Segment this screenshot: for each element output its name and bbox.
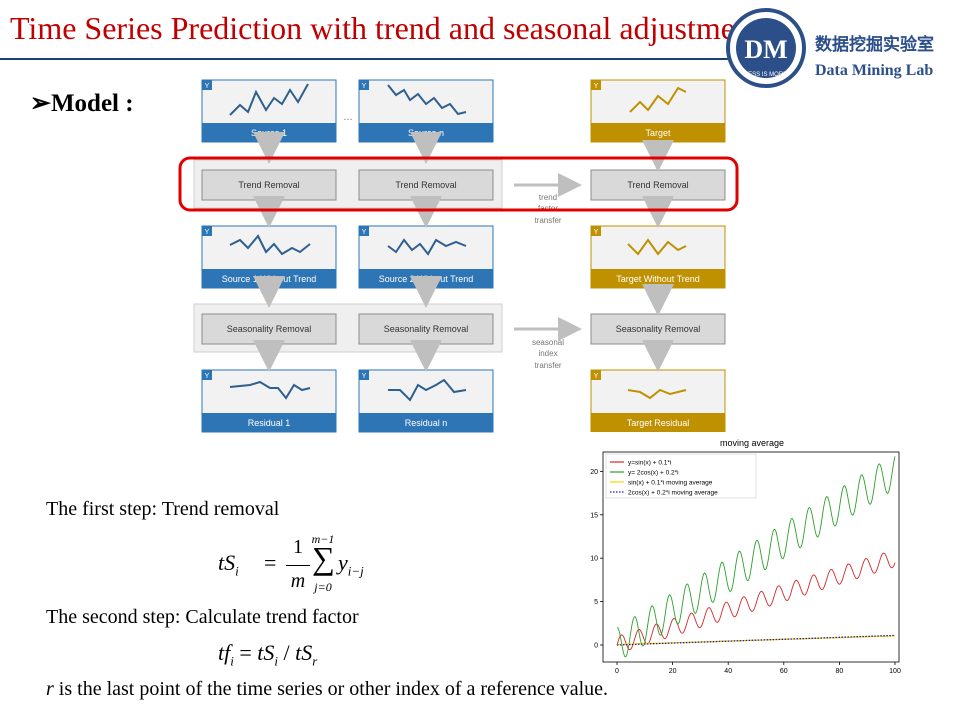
transfer1-line1: trend	[539, 193, 557, 202]
source-1-seasonality-removal	[201, 313, 337, 345]
target-column: Y Target Trend Removal Y Target Without …	[590, 79, 726, 433]
y-tag	[202, 80, 212, 90]
lab-name-chinese: 数据挖掘实验室	[815, 35, 934, 55]
reference-note: r is the last point of the time series o…	[46, 678, 609, 700]
source-1-no-trend-label: Source 1 Without Trend	[222, 274, 317, 284]
svg-text:Y: Y	[205, 229, 210, 236]
legend-box	[605, 453, 757, 499]
svg-text:Y: Y	[205, 373, 210, 380]
source-1-trend-removal	[201, 169, 337, 201]
x-tick-label: 80	[836, 668, 844, 675]
svg-text:Trend Removal: Trend Removal	[627, 180, 688, 190]
trend-removal-highlight	[178, 156, 739, 212]
svg-text:Y: Y	[362, 229, 367, 236]
y-tick-label: 5	[594, 599, 598, 606]
legend-entry: 2cos(x) + 0.2*i moving average	[628, 490, 718, 497]
title-rule	[0, 58, 730, 60]
flow-arrows	[253, 132, 674, 372]
source-1-column: Y Source 1 Trend Removal Y Source 1 With…	[201, 79, 337, 433]
chart-legend: y=sin(x) + 0.1*i y= 2cos(x) + 0.2*i sin(x)…	[605, 453, 757, 499]
y-tick-label: 20	[590, 469, 598, 476]
svg-text:Y: Y	[362, 373, 367, 380]
series-line-1	[616, 552, 896, 651]
svg-text:Y: Y	[594, 83, 599, 90]
y-tag-label: Y	[205, 83, 210, 90]
residual-n-label: Residual n	[405, 418, 448, 428]
x-tick-label: 20	[669, 668, 677, 675]
y-tick-label: 0	[594, 642, 598, 649]
series-line-4	[617, 634, 896, 646]
svg-text:Seasonality Removal: Seasonality Removal	[227, 324, 312, 334]
model-label: Model :	[50, 90, 134, 117]
lab-name-english: Data Mining Lab	[815, 62, 934, 79]
svg-text:Trend Removal: Trend Removal	[395, 180, 456, 190]
transfer2-line3: transfer	[534, 361, 561, 370]
moving-average-formula: tSi = 1 m m−1 ∑ j=0 yi−j	[218, 532, 364, 594]
y-tick-label: 15	[590, 512, 598, 519]
svg-text:Seasonality Removal: Seasonality Removal	[384, 324, 469, 334]
lab-logo: DM LESS IS MORE	[726, 8, 806, 88]
transfer2-line1: seasonal	[532, 338, 564, 347]
x-tick-label: 100	[889, 668, 901, 675]
residual-1-label: Residual 1	[248, 418, 291, 428]
step-one-text: The first step: Trend removal	[46, 498, 280, 520]
series-line-2	[616, 456, 896, 658]
target-no-trend-label: Target Without Trend	[616, 274, 700, 284]
x-tick-label: 60	[780, 668, 788, 675]
svg-text:Y: Y	[594, 373, 599, 380]
arrow-bullet-icon: ➢	[30, 90, 51, 117]
legend-entry: y= 2cos(x) + 0.2*i	[628, 470, 679, 477]
target-residual-label: Target Residual	[627, 418, 690, 428]
source-2-no-trend-label: Source 2 Without Trend	[379, 274, 474, 284]
target-label: Target	[645, 128, 671, 138]
model-diagram: Y Source 1 Trend Removal Y Source 1 With…	[178, 79, 739, 433]
moving-average-chart: moving average 0 20 40 60 80 100 0 5 10 15 20 y=si…	[586, 432, 910, 678]
source-ellipsis: ...	[343, 111, 352, 123]
trend-factor-formula: tfi = tSi / tSr	[218, 640, 318, 669]
source-n-label: Source n	[408, 128, 444, 138]
target-seasonality-removal	[590, 313, 726, 345]
legend-entry: y=sin(x) + 0.1*i	[628, 460, 671, 467]
svg-text:Seasonality Removal: Seasonality Removal	[616, 324, 701, 334]
logo-motto: LESS IS MORE	[745, 72, 787, 78]
source-n-column: Y Source n Trend Removal Y Source 2 With…	[358, 79, 494, 433]
source-1-label: Source 1	[251, 128, 287, 138]
source-1-trend-removal-label: Trend Removal	[238, 180, 299, 190]
source-1-line	[229, 83, 309, 116]
source-n-seasonality-removal	[358, 313, 494, 345]
transfer1-line3: transfer	[534, 216, 561, 225]
source-n-trend-removal	[358, 169, 494, 201]
model-heading: ➢Model :	[30, 88, 134, 118]
legend-entry: sin(x) + 0.1*i moving average	[628, 480, 713, 487]
step-two-text: The second step: Calculate trend factor	[46, 606, 359, 628]
transfer2-line2: index	[538, 349, 557, 358]
x-tick-label: 0	[615, 668, 619, 675]
y-tick-label: 10	[590, 556, 598, 563]
x-tick-label: 40	[724, 668, 732, 675]
svg-text:Y: Y	[594, 229, 599, 236]
chart-title: moving average	[720, 438, 784, 448]
logo-letters: DM	[744, 35, 787, 64]
plot-frame	[602, 451, 900, 663]
slide-title: Time Series Prediction with trend and se…	[10, 10, 760, 46]
svg-text:Y: Y	[362, 83, 367, 90]
